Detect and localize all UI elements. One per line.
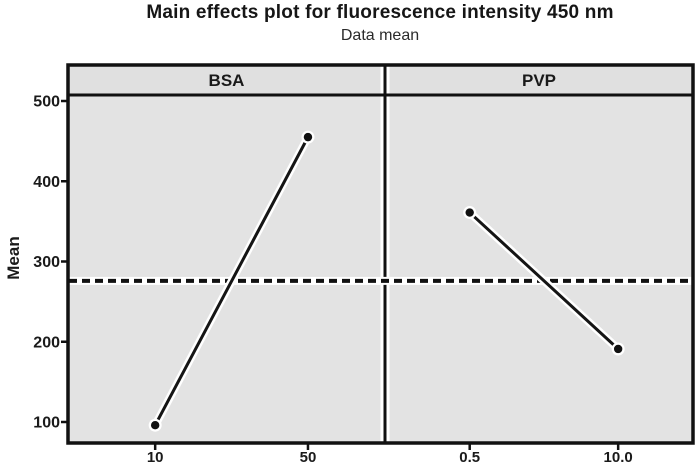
y-axis-tick-label: 200	[33, 334, 60, 351]
y-axis-tick-label: 300	[33, 254, 60, 271]
y-axis-title: Mean	[4, 236, 23, 279]
y-axis-tick-label: 400	[33, 174, 60, 191]
series-line	[468, 211, 620, 351]
chart-subtitle: Data mean	[340, 27, 420, 44]
plot-frame	[66, 63, 695, 445]
data-point	[613, 344, 623, 354]
x-axis-tick-label: 50	[300, 449, 317, 466]
x-axis-tick-label: 10.0	[604, 449, 633, 466]
data-point	[465, 208, 474, 217]
series-line	[153, 135, 310, 427]
chart-title: Main effects plot for fluorescence inten…	[146, 2, 614, 23]
y-axis-tick-label: 500	[33, 94, 60, 111]
data-point	[303, 132, 313, 142]
x-axis-tick-label: 10	[147, 449, 164, 466]
y-axis-tick-label: 100	[33, 415, 60, 432]
x-axis-tick-label: 0.5	[459, 449, 480, 466]
panel-label: BSA	[209, 71, 245, 90]
data-point	[150, 421, 160, 430]
panel-label: PVP	[522, 71, 556, 90]
